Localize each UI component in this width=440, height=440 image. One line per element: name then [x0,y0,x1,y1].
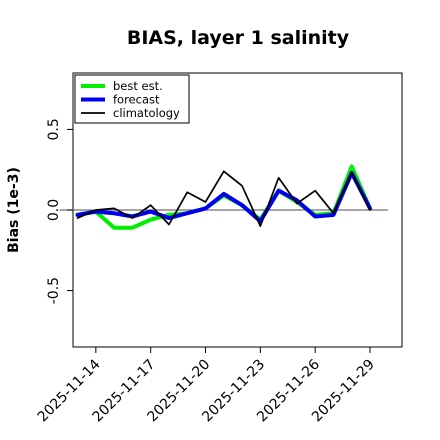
legend-label: climatology [113,106,180,120]
series-line-best-est [75,164,373,230]
y-tick-label: 0.5 [46,118,62,140]
legend-label: forecast [113,93,160,107]
legend-label: best est. [113,79,163,93]
plot-area: -0.50.00.52025-11-142025-11-172025-11-20… [35,72,403,425]
series-line-climatology [76,170,371,227]
chart-title: BIAS, layer 1 salinity [127,27,350,49]
y-tick-label: -0.5 [46,277,62,304]
y-axis-label: Bias (1e-3) [6,167,22,253]
y-tick-label: 0.0 [46,199,62,221]
